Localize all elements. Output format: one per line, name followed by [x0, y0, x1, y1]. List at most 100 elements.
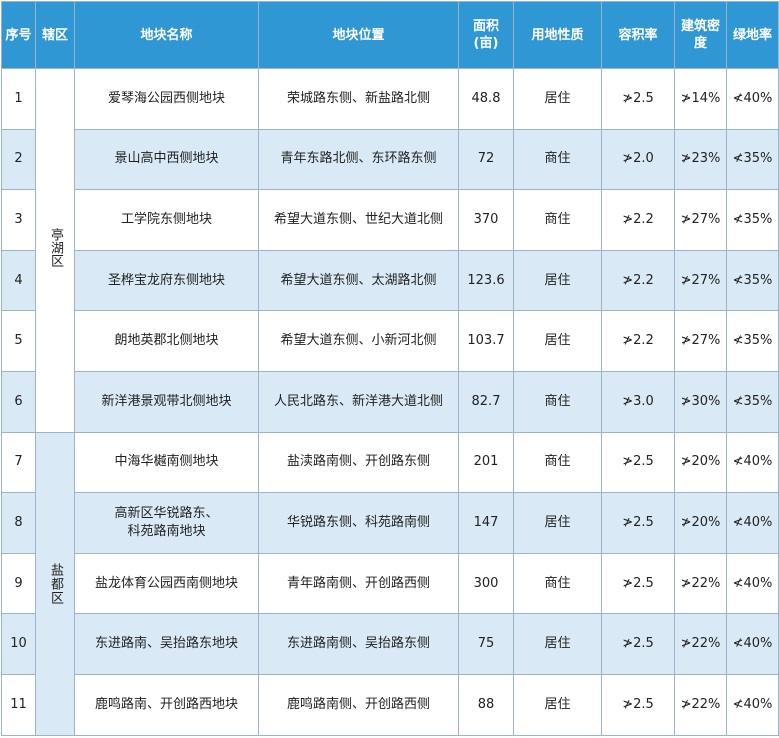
plot-density: ≯20% — [674, 431, 727, 494]
plot-use: 居住 — [513, 673, 602, 736]
table-row: 1 亭湖区 爱琴海公园西侧地块 荣城路东侧、新盐路北侧 48.8 居住 ≯2.5 ≯14% ≮4… — [1, 68, 779, 433]
plot-use: 商住 — [513, 189, 602, 251]
plot-use: 商住 — [513, 431, 602, 494]
plot-name: 景山高中西侧地块 — [74, 128, 259, 191]
plot-name: 盐龙体育公园西南侧地块 — [74, 552, 259, 615]
plot-green: ≮35% — [726, 128, 779, 191]
plot-location: 青年路南侧、开创路西侧 — [258, 552, 459, 615]
row-seq: 7 — [1, 431, 36, 494]
plot-far: ≯2.5 — [601, 552, 675, 615]
plot-green: ≮35% — [726, 310, 779, 372]
plot-density: ≯22% — [674, 613, 727, 675]
header-district: 辖区 — [35, 1, 75, 69]
plot-location: 希望大道东侧、小新河北侧 — [258, 310, 459, 372]
header-far: 容积率 — [601, 1, 675, 69]
table-row: 3 工学院东侧地块 希望大道东侧、世纪大道北侧 370 商住 ≯2.2 ≯27% ≮35% — [1, 189, 779, 251]
plot-far: ≯2.0 — [601, 128, 675, 191]
row-seq: 2 — [1, 128, 36, 191]
plot-area: 201 — [458, 431, 514, 494]
district-cell: 亭湖区 — [35, 68, 75, 433]
plot-area: 82.7 — [458, 370, 514, 433]
plot-density: ≯27% — [674, 189, 727, 251]
plot-location: 华锐路东侧、科苑路南侧 — [258, 492, 459, 554]
plot-use: 居住 — [513, 613, 602, 675]
plot-area: 75 — [458, 613, 514, 675]
row-seq: 5 — [1, 310, 36, 372]
row-seq: 11 — [1, 673, 36, 736]
header-name: 地块名称 — [74, 1, 259, 69]
plot-green: ≮40% — [726, 673, 779, 736]
plot-name: 爱琴海公园西侧地块 — [74, 68, 259, 130]
plot-name: 东进路南、吴抬路东地块 — [74, 613, 259, 675]
row-seq: 6 — [1, 370, 36, 433]
plot-density: ≯14% — [674, 68, 727, 130]
plot-far: ≯2.5 — [601, 492, 675, 554]
plot-far: ≯2.5 — [601, 613, 675, 675]
plot-location: 东进路南侧、吴抬路东侧 — [258, 613, 459, 675]
plot-density: ≯30% — [674, 370, 727, 433]
plot-use: 居住 — [513, 68, 602, 130]
plot-use: 居住 — [513, 492, 602, 554]
plot-density: ≯27% — [674, 249, 727, 312]
plot-far: ≯2.5 — [601, 673, 675, 736]
table-row: 10 东进路南、吴抬路东地块 东进路南侧、吴抬路东侧 75 居住 ≯2.5 ≯22% ≮40% — [1, 613, 779, 675]
district-label: 亭湖区 — [48, 227, 63, 267]
header-row: 序号 辖区 地块名称 地块位置 面积(亩) 用地性质 容积率 建筑密度 绿地率 — [1, 1, 779, 69]
plot-density: ≯22% — [674, 673, 727, 736]
table-row: 6 新洋港景观带北侧地块 人民北路东、新洋港大道北侧 82.7 商住 ≯3.0 ≯30% ≮3… — [1, 370, 779, 433]
header-seq: 序号 — [1, 1, 36, 69]
plot-area: 88 — [458, 673, 514, 736]
table-row: 5 朗地英郡北侧地块 希望大道东侧、小新河北侧 103.7 居住 ≯2.2 ≯27% ≮35% — [1, 310, 779, 372]
plot-use: 居住 — [513, 249, 602, 312]
plot-name: 圣桦宝龙府东侧地块 — [74, 249, 259, 312]
plot-area: 72 — [458, 128, 514, 191]
plot-name: 中海华樾南侧地块 — [74, 431, 259, 494]
plot-density: ≯20% — [674, 492, 727, 554]
plot-area: 370 — [458, 189, 514, 251]
plot-location: 青年东路北侧、东环路东侧 — [258, 128, 459, 191]
plot-green: ≮40% — [726, 552, 779, 615]
plot-location: 鹿鸣路南侧、开创路西侧 — [258, 673, 459, 736]
plot-far: ≯2.2 — [601, 189, 675, 251]
plot-far: ≯2.2 — [601, 310, 675, 372]
plot-area: 147 — [458, 492, 514, 554]
row-seq: 1 — [1, 68, 36, 130]
plot-green: ≮40% — [726, 613, 779, 675]
row-seq: 9 — [1, 552, 36, 615]
table-row: 7 盐都区 中海华樾南侧地块 盐渎路南侧、开创路东侧 201 商住 ≯2.5 ≯20% ≮40% — [1, 431, 779, 736]
plot-green: ≮40% — [726, 68, 779, 130]
plot-density: ≯23% — [674, 128, 727, 191]
row-seq: 10 — [1, 613, 36, 675]
plot-area: 103.7 — [458, 310, 514, 372]
plot-green: ≮40% — [726, 431, 779, 494]
plot-use: 居住 — [513, 310, 602, 372]
plot-name: 鹿鸣路南、开创路西地块 — [74, 673, 259, 736]
plot-green: ≮35% — [726, 370, 779, 433]
table-row: 8 高新区华锐路东、 科苑路南地块 华锐路东侧、科苑路南侧 147 居住 ≯2.5 ≯20%… — [1, 492, 779, 554]
plot-use: 商住 — [513, 128, 602, 191]
plot-green: ≮35% — [726, 189, 779, 251]
plot-location: 希望大道东侧、世纪大道北侧 — [258, 189, 459, 251]
plot-density: ≯27% — [674, 310, 727, 372]
plot-area: 123.6 — [458, 249, 514, 312]
plot-use: 商住 — [513, 370, 602, 433]
plot-area: 48.8 — [458, 68, 514, 130]
plot-green: ≮40% — [726, 492, 779, 554]
plot-use: 商住 — [513, 552, 602, 615]
plot-name: 高新区华锐路东、 科苑路南地块 — [74, 492, 259, 554]
row-seq: 4 — [1, 249, 36, 312]
plot-area: 300 — [458, 552, 514, 615]
header-green: 绿地率 — [726, 1, 779, 69]
plot-density: ≯22% — [674, 552, 727, 615]
table-row: 2 景山高中西侧地块 青年东路北侧、东环路东侧 72 商住 ≯2.0 ≯23% ≮35% — [1, 128, 779, 191]
plot-name: 新洋港景观带北侧地块 — [74, 370, 259, 433]
district-label: 盐都区 — [48, 562, 63, 605]
plot-far: ≯2.5 — [601, 431, 675, 494]
header-density: 建筑密度 — [674, 1, 727, 69]
plot-far: ≯2.5 — [601, 68, 675, 130]
header-area: 面积(亩) — [458, 1, 514, 69]
plot-green: ≮35% — [726, 249, 779, 312]
plot-far: ≯3.0 — [601, 370, 675, 433]
plot-location: 盐渎路南侧、开创路东侧 — [258, 431, 459, 494]
